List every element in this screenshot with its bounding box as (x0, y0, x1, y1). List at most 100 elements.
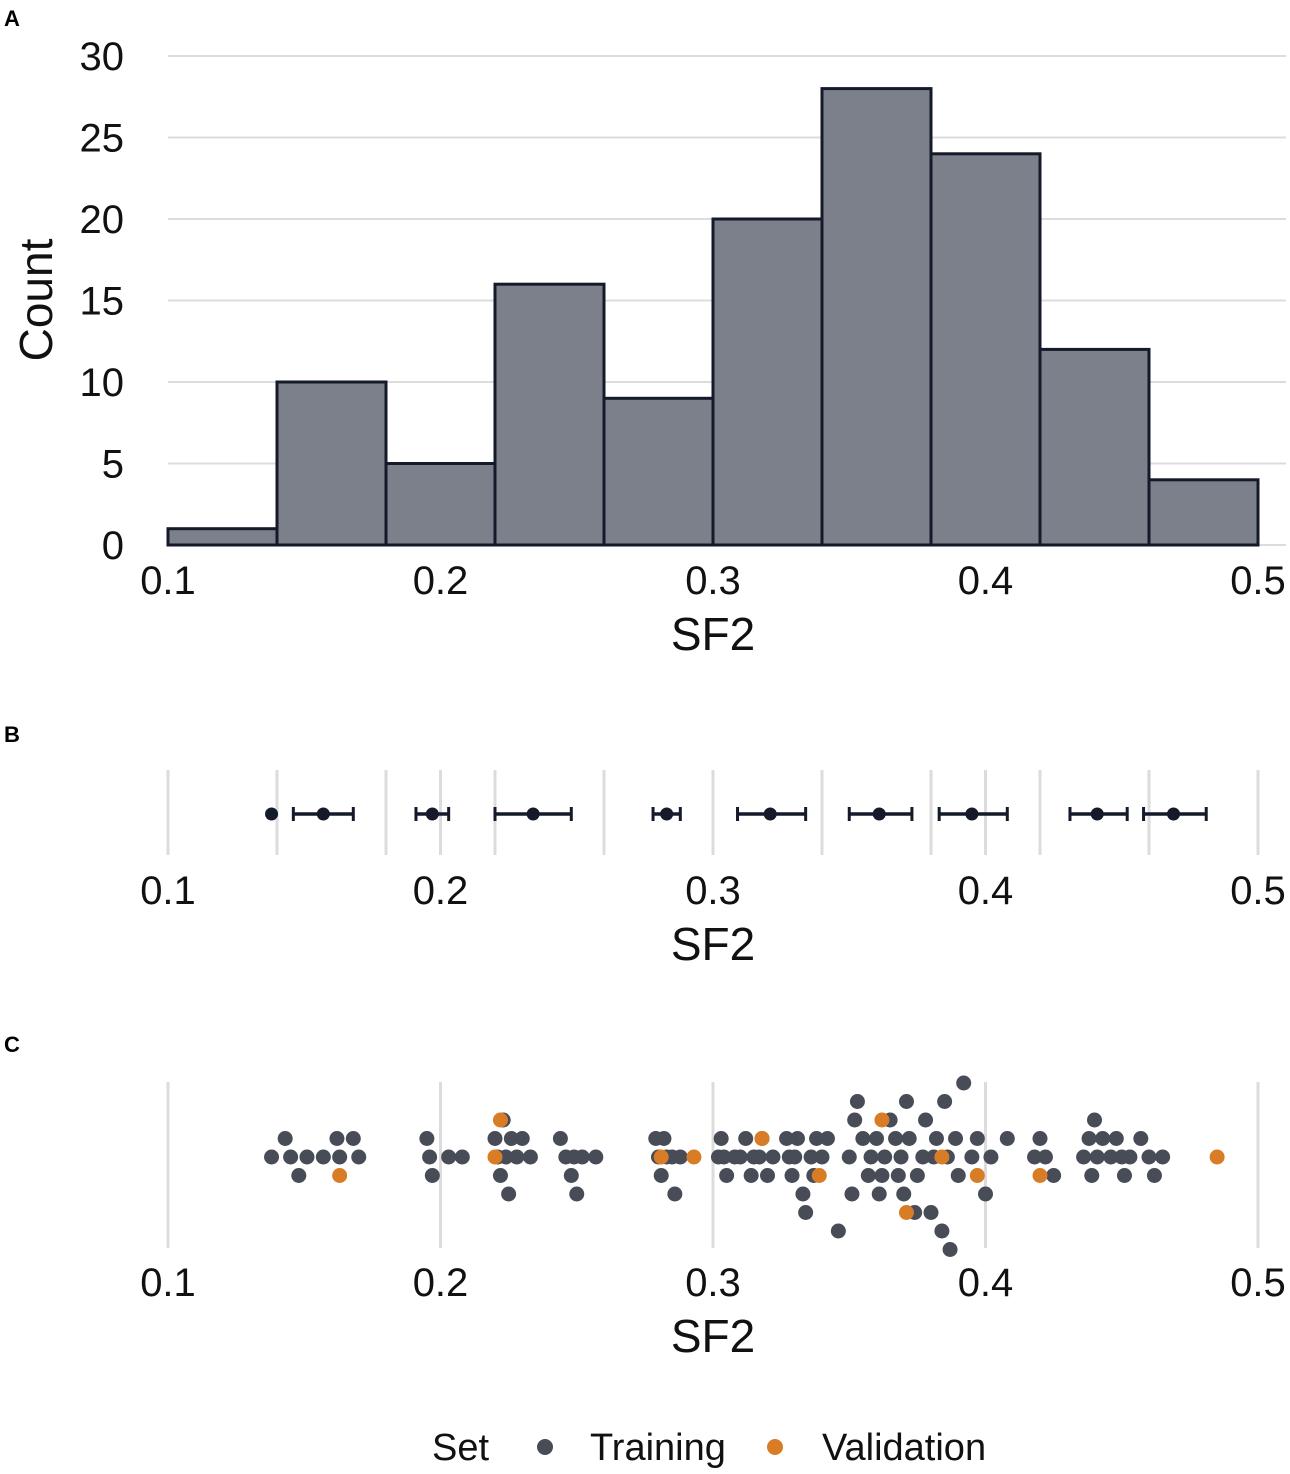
interval-point (763, 807, 777, 821)
beeswarm-x-tick-label: 0.1 (140, 1261, 196, 1305)
histogram-bar (820, 87, 933, 547)
training-point (871, 1186, 887, 1202)
training-point (896, 1186, 912, 1202)
interval-point (1167, 807, 1181, 821)
training-point (588, 1149, 604, 1165)
interval-point (425, 807, 439, 821)
interval-x-tick-label: 0.5 (1230, 869, 1286, 913)
histogram-bar (1147, 478, 1260, 547)
training-point (1076, 1149, 1092, 1165)
training-point (277, 1131, 293, 1146)
training-point (779, 1131, 795, 1146)
training-point (847, 1112, 863, 1128)
histogram-y-tick-label: 20 (80, 198, 125, 242)
training-point (978, 1186, 993, 1202)
training-point (1084, 1168, 1100, 1183)
beeswarm-gridlines (166, 1082, 1260, 1248)
training-point (552, 1131, 568, 1146)
panel-label-c: C (4, 1032, 20, 1057)
interval-point (872, 807, 886, 821)
panel-label-b: B (4, 722, 20, 747)
beeswarm-x-tick-label: 0.5 (1230, 1261, 1286, 1305)
training-point (1122, 1149, 1138, 1165)
histogram-y-tick-label: 10 (80, 361, 125, 405)
training-point (942, 1242, 958, 1257)
histogram-bars (166, 87, 1260, 547)
training-point (514, 1131, 530, 1146)
histogram-bar (1038, 347, 1151, 547)
training-point (849, 1094, 865, 1109)
training-point (999, 1131, 1015, 1146)
training-point (1081, 1131, 1097, 1146)
training-point (814, 1149, 830, 1165)
training-point (751, 1149, 767, 1165)
training-point (1146, 1168, 1162, 1183)
training-point (1103, 1149, 1119, 1165)
training-point (719, 1168, 735, 1183)
training-point (901, 1131, 917, 1146)
validation-point (332, 1168, 348, 1183)
training-point (969, 1131, 985, 1146)
training-point (487, 1131, 503, 1146)
interval-x-tick-label: 0.3 (685, 869, 741, 913)
validation-point (492, 1112, 508, 1128)
training-point (893, 1149, 909, 1165)
histogram-bar (275, 380, 388, 547)
training-point (332, 1149, 348, 1165)
histogram-y-tick-label: 5 (102, 443, 124, 487)
training-point (869, 1131, 884, 1146)
training-point (795, 1186, 811, 1202)
legend-title: Set (432, 1427, 489, 1469)
training-point (1046, 1168, 1062, 1183)
validation-point (811, 1168, 827, 1183)
beeswarm-x-tick-label: 0.4 (958, 1261, 1014, 1305)
interval-point (526, 807, 540, 821)
histogram-y-ticks: 0 5 10 15 20 25 30 (80, 35, 125, 568)
training-point (351, 1149, 367, 1165)
training-point (1116, 1168, 1132, 1183)
panel-label-a: A (4, 6, 20, 31)
interval-point (1090, 807, 1104, 821)
training-point (503, 1131, 519, 1146)
interval-x-ticks: 0.1 0.2 0.3 0.4 0.5 (140, 869, 1286, 913)
training-point (841, 1149, 857, 1165)
training-point (419, 1131, 435, 1146)
training-point (1155, 1149, 1171, 1165)
training-point (509, 1149, 525, 1165)
interval-point (965, 807, 979, 821)
histogram-x-tick-label: 0.2 (413, 559, 469, 603)
training-point (1133, 1131, 1149, 1146)
training-point (492, 1168, 508, 1183)
validation-point (754, 1131, 770, 1146)
training-point (1087, 1112, 1102, 1128)
interval-x-tick-label: 0.4 (958, 869, 1014, 913)
training-point (743, 1168, 759, 1183)
training-point (860, 1168, 876, 1183)
training-point (937, 1094, 953, 1109)
training-point (855, 1131, 871, 1146)
training-point (329, 1131, 345, 1146)
histogram-bar (711, 217, 824, 547)
training-point (890, 1168, 906, 1183)
histogram-x-tick-label: 0.3 (685, 559, 741, 603)
training-point (819, 1131, 835, 1146)
legend-label-validation: Validation (822, 1427, 986, 1469)
training-point (928, 1131, 944, 1146)
training-point (787, 1149, 803, 1165)
training-point (574, 1149, 590, 1165)
training-point (950, 1168, 966, 1183)
training-point (738, 1131, 754, 1146)
training-point (1037, 1149, 1053, 1165)
histogram-x-axis-title: SF2 (671, 608, 755, 660)
histogram-bar (166, 527, 279, 547)
interval-panel: B 0.1 0.2 0.3 0.4 0.5 SF2 (4, 722, 1286, 970)
training-point (424, 1168, 440, 1183)
beeswarm-x-ticks: 0.1 0.2 0.3 0.4 0.5 (140, 1261, 1286, 1305)
validation-point (1209, 1149, 1225, 1165)
training-point (653, 1168, 669, 1183)
training-point (667, 1186, 683, 1202)
histogram-bar (602, 396, 715, 547)
training-point (898, 1094, 914, 1109)
training-point (798, 1205, 814, 1220)
training-point (1141, 1149, 1157, 1165)
